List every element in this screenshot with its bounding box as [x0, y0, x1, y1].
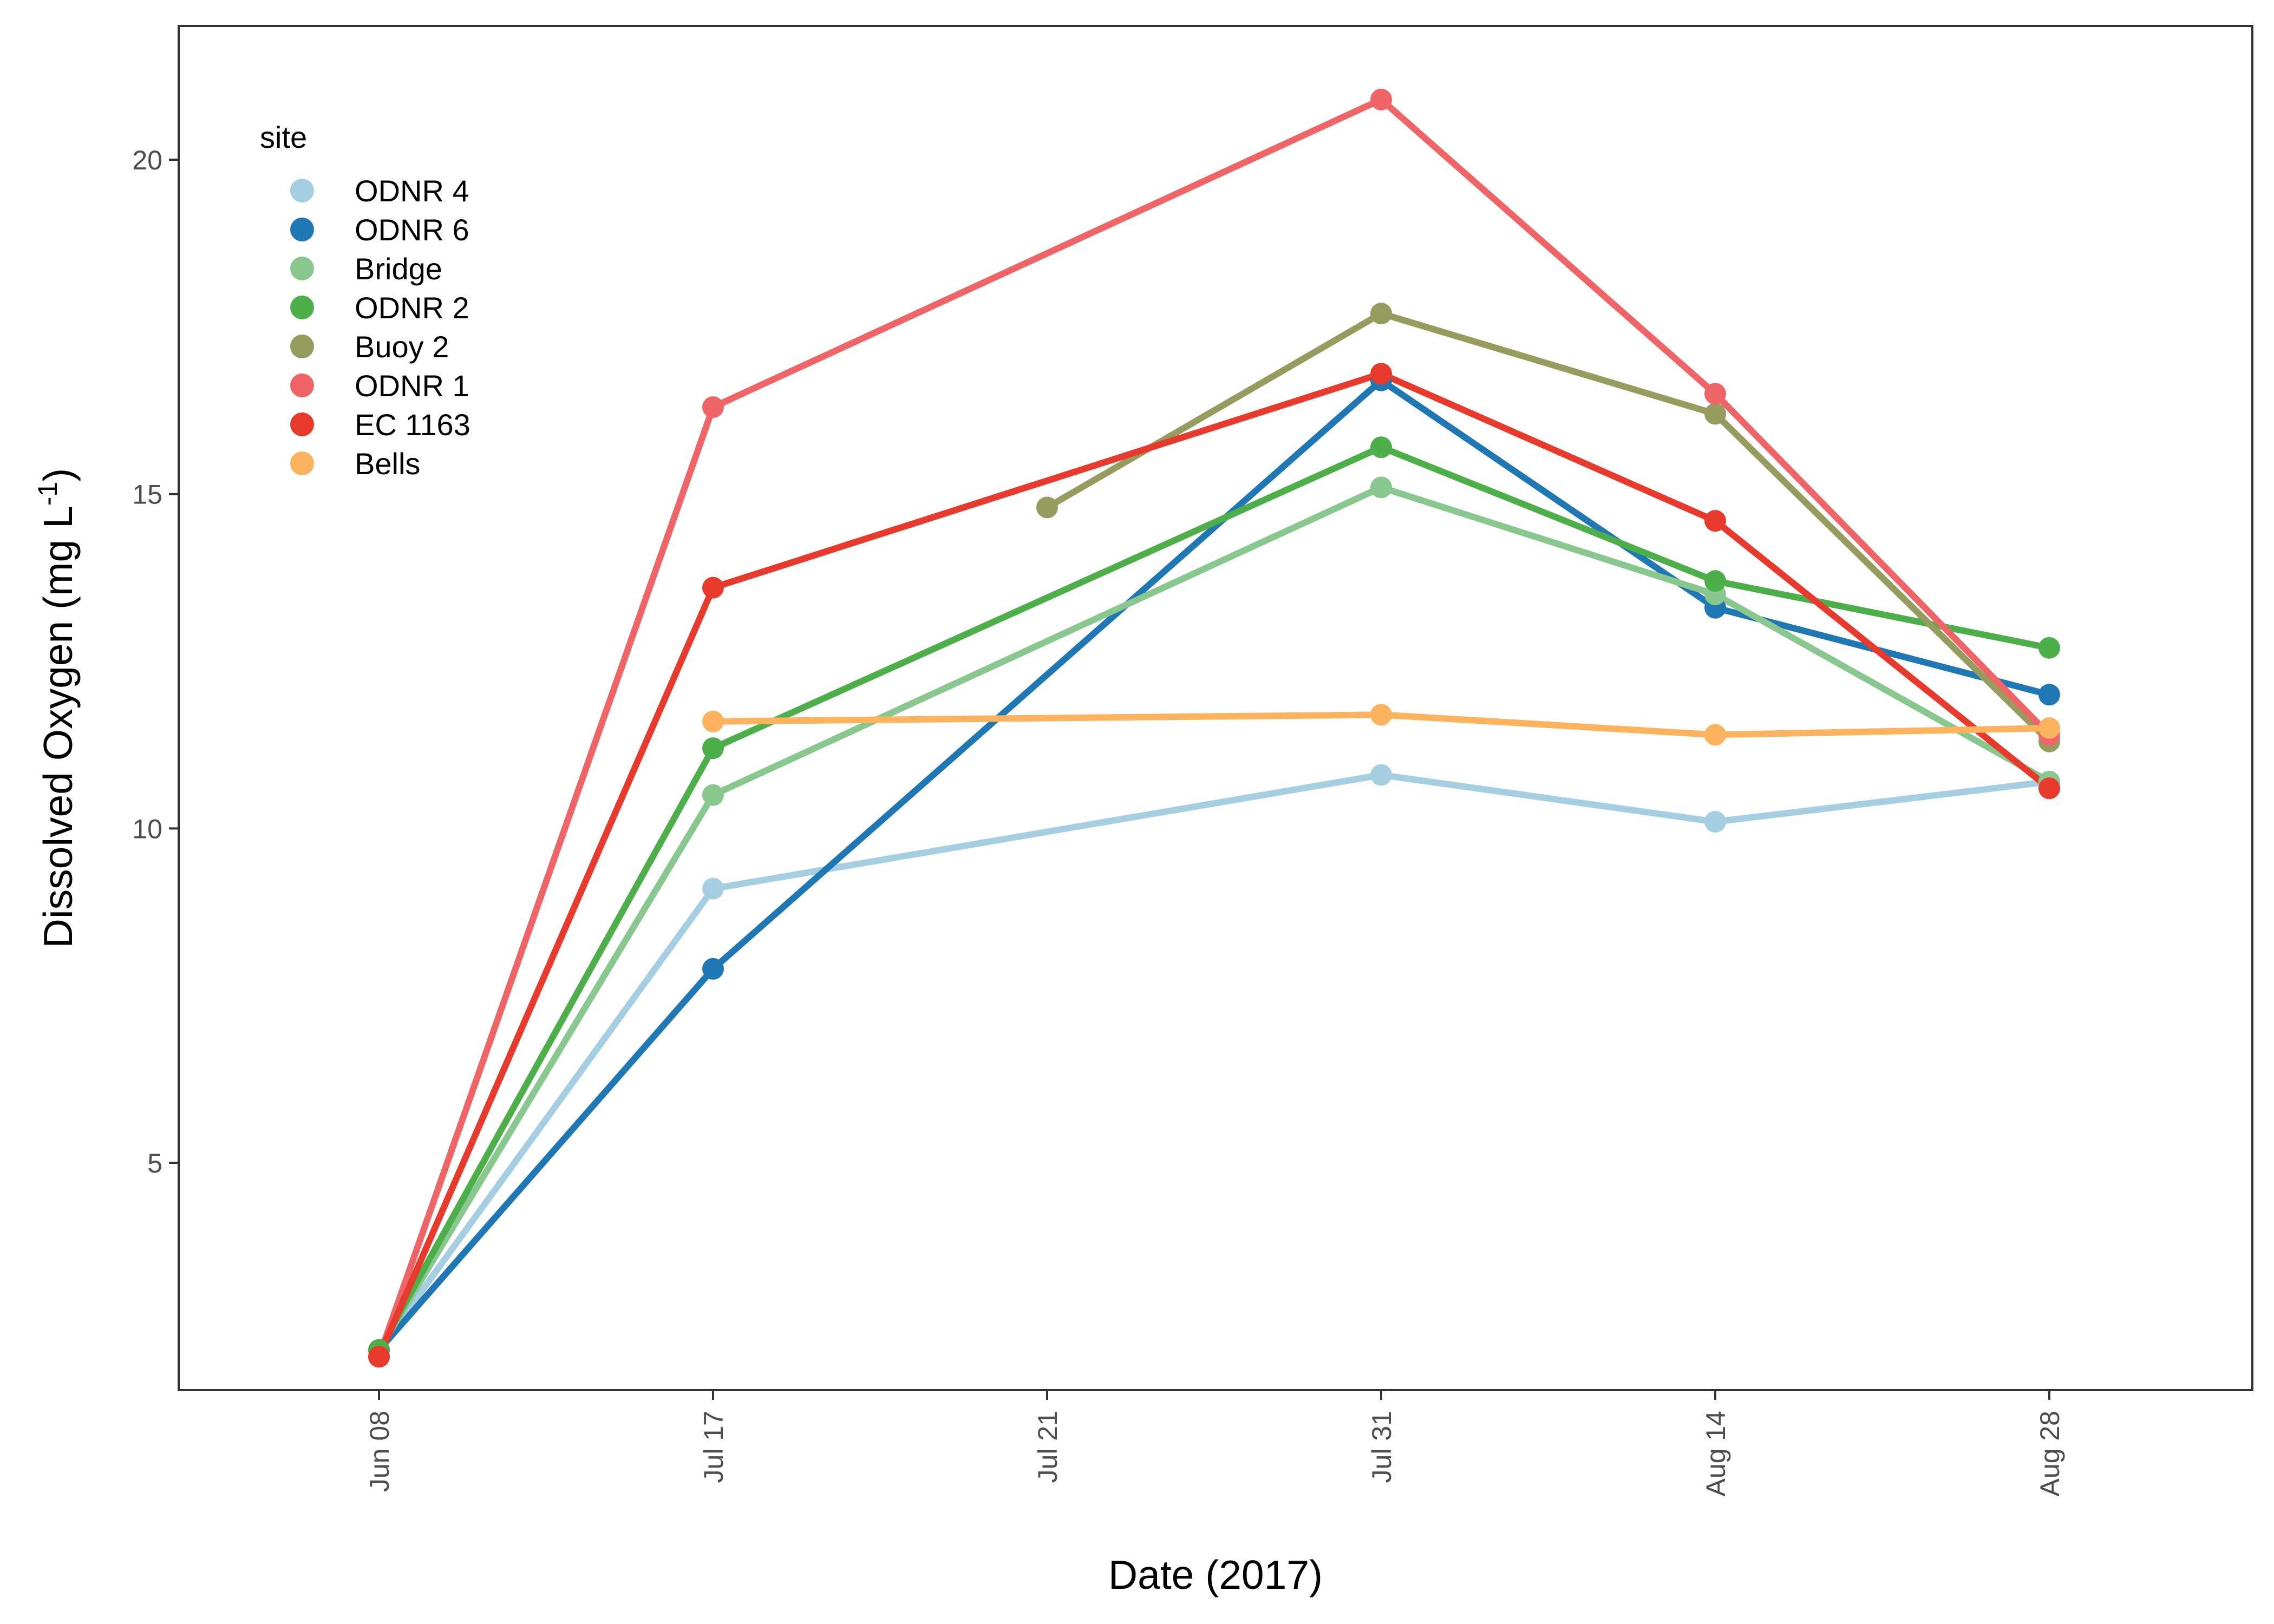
x-tick-label: Jul 17 — [698, 1411, 729, 1483]
data-point-odnr-1 — [1370, 88, 1392, 110]
series-layer — [368, 88, 2060, 1368]
data-point-odnr-2 — [702, 737, 724, 759]
y-axis: 5 10 15 20 — [132, 145, 179, 1178]
data-point-odnr-4 — [702, 878, 724, 900]
data-point-bells — [1370, 704, 1392, 726]
legend: site ODNR 4 ODNR 6 Bridge ODNR 2 Buoy 2 ODNR … — [260, 120, 471, 481]
data-point-odnr-6 — [702, 958, 724, 980]
legend-label-ec-1163: EC 1163 — [355, 408, 471, 442]
data-point-odnr-2 — [1704, 570, 1726, 592]
x-tick-label: Jul 31 — [1367, 1411, 1397, 1483]
y-tick-label: 20 — [132, 145, 162, 175]
data-point-odnr-1 — [702, 396, 724, 418]
y-axis-title-suffix: ) — [35, 468, 81, 482]
x-tick-label: Aug 14 — [1701, 1411, 1731, 1496]
y-axis-title-superscript: -1 — [32, 482, 63, 506]
legend-key-buoy-2 — [290, 335, 314, 358]
data-point-buoy-2 — [1036, 496, 1058, 519]
data-point-ec-1163 — [1704, 510, 1726, 532]
y-tick-label: 10 — [132, 814, 162, 844]
series-line-bells — [710, 711, 2053, 738]
legend-label-bells: Bells — [355, 447, 420, 481]
data-point-bridge — [1370, 476, 1392, 499]
data-point-ec-1163 — [702, 577, 724, 599]
legend-key-bridge — [290, 257, 314, 280]
x-axis-title: Date (2017) — [1108, 1552, 1323, 1597]
series-points — [368, 88, 2060, 1368]
series-line-buoy-2 — [1044, 310, 2053, 745]
data-point-odnr-4 — [1704, 811, 1726, 833]
data-point-odnr-2 — [2038, 637, 2060, 659]
data-point-ec-1163 — [2038, 777, 2060, 800]
legend-title: site — [260, 120, 307, 154]
data-point-odnr-4 — [1370, 764, 1392, 786]
y-axis-title: Dissolved Oxygen (mg L-1) — [32, 468, 81, 948]
legend-label-odnr-2: ODNR 2 — [355, 291, 469, 325]
legend-label-odnr-4: ODNR 4 — [355, 174, 469, 208]
data-point-ec-1163 — [1370, 363, 1392, 385]
legend-key-ec-1163 — [290, 412, 314, 436]
x-tick-label: Jul 21 — [1033, 1411, 1063, 1483]
data-point-bells — [2038, 717, 2060, 739]
legend-key-odnr-6 — [290, 218, 314, 241]
legend-key-odnr-1 — [290, 374, 314, 397]
legend-label-odnr-1: ODNR 1 — [355, 369, 469, 403]
data-point-bells — [1704, 724, 1726, 746]
x-tick-label: Aug 28 — [2035, 1411, 2065, 1496]
legend-label-bridge: Bridge — [355, 252, 442, 286]
data-point-buoy-2 — [1704, 403, 1726, 425]
y-tick-label: 5 — [147, 1148, 162, 1178]
legend-label-odnr-6: ODNR 6 — [355, 213, 469, 247]
y-tick-label: 15 — [132, 480, 162, 510]
plot-panel — [178, 25, 2253, 1391]
legend-label-buoy-2: Buoy 2 — [355, 330, 449, 364]
legend-key-bells — [290, 451, 314, 475]
data-point-odnr-1 — [1704, 383, 1726, 405]
data-point-ec-1163 — [368, 1346, 390, 1368]
legend-key-odnr-4 — [290, 179, 314, 202]
y-axis-title-main: Dissolved Oxygen (mg L — [35, 506, 81, 948]
data-point-odnr-6 — [2038, 684, 2060, 706]
x-tick-label: Jun 08 — [364, 1411, 395, 1492]
x-axis: Jun 08 Jul 17 Jul 21 Jul 31 Aug 14 Aug 28 — [364, 1390, 2065, 1496]
data-point-bells — [702, 710, 724, 732]
data-point-bridge — [702, 784, 724, 806]
data-point-buoy-2 — [1370, 303, 1392, 325]
legend-key-odnr-2 — [290, 296, 314, 319]
data-point-odnr-2 — [1370, 436, 1392, 459]
